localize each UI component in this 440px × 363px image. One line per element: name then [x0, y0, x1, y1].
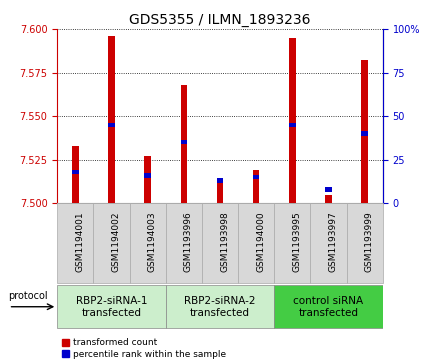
FancyBboxPatch shape	[202, 203, 238, 283]
Text: GSM1193996: GSM1193996	[184, 211, 193, 272]
Bar	[361, 60, 368, 203]
FancyBboxPatch shape	[166, 203, 202, 283]
Text: GSM1193997: GSM1193997	[329, 211, 337, 272]
Bar	[253, 170, 260, 203]
Title: GDS5355 / ILMN_1893236: GDS5355 / ILMN_1893236	[129, 13, 311, 26]
FancyBboxPatch shape	[57, 203, 93, 283]
Bar	[361, 131, 368, 136]
FancyBboxPatch shape	[347, 203, 383, 283]
Text: GSM1194003: GSM1194003	[148, 211, 157, 272]
Text: GSM1193999: GSM1193999	[365, 211, 374, 272]
FancyBboxPatch shape	[57, 285, 166, 328]
FancyBboxPatch shape	[274, 285, 383, 328]
Bar	[325, 195, 332, 203]
Text: RBP2-siRNA-2
transfected: RBP2-siRNA-2 transfected	[184, 296, 256, 318]
Bar	[217, 179, 223, 183]
Text: RBP2-siRNA-1
transfected: RBP2-siRNA-1 transfected	[76, 296, 147, 318]
Bar	[253, 175, 260, 179]
Bar	[217, 181, 223, 203]
Text: protocol: protocol	[9, 291, 48, 301]
FancyBboxPatch shape	[274, 203, 311, 283]
Bar	[144, 173, 151, 178]
Text: GSM1194001: GSM1194001	[75, 211, 84, 272]
Text: GSM1193995: GSM1193995	[292, 211, 301, 272]
Bar	[180, 140, 187, 144]
Bar	[72, 146, 79, 203]
FancyBboxPatch shape	[93, 203, 129, 283]
Bar	[144, 156, 151, 203]
Bar	[180, 85, 187, 203]
Bar	[289, 38, 296, 203]
FancyBboxPatch shape	[166, 285, 274, 328]
Bar	[108, 123, 115, 127]
FancyBboxPatch shape	[238, 203, 274, 283]
Bar	[289, 123, 296, 127]
Bar	[108, 36, 115, 203]
FancyBboxPatch shape	[129, 203, 166, 283]
Bar	[325, 187, 332, 192]
Text: GSM1193998: GSM1193998	[220, 211, 229, 272]
Bar	[72, 170, 79, 174]
Text: GSM1194000: GSM1194000	[256, 211, 265, 272]
Legend: transformed count, percentile rank within the sample: transformed count, percentile rank withi…	[62, 338, 226, 359]
Text: GSM1194002: GSM1194002	[111, 211, 121, 272]
FancyBboxPatch shape	[311, 203, 347, 283]
Text: control siRNA
transfected: control siRNA transfected	[293, 296, 363, 318]
